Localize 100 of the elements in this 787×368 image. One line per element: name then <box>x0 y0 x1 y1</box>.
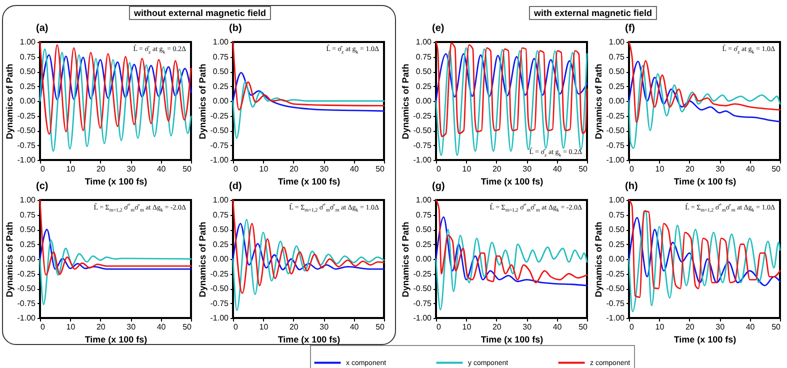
x-tick-label: 0 <box>436 164 442 174</box>
y-tick-label: 0.50 <box>608 67 626 76</box>
x-axis-title: Time (x 100 fs) <box>674 334 736 344</box>
y-tick-label: -0.25 <box>413 111 432 120</box>
x-tick-label: 10 <box>462 322 472 332</box>
y-tick-label: 0.75 <box>416 52 432 62</box>
y-tick-label: 0.00 <box>212 254 230 264</box>
line-series <box>39 199 192 276</box>
x-axis-title: Time (x 100 fs) <box>84 334 148 344</box>
y-tick-label: 1.00 <box>608 196 626 204</box>
x-tick-label: 20 <box>289 322 299 332</box>
y-tick-label: -0.25 <box>210 111 230 120</box>
x-tick-label: 10 <box>259 164 269 174</box>
x-tick-label: 40 <box>552 322 562 332</box>
y-axis-title: Dynamics of Path <box>4 64 14 140</box>
y-tick-label: -0.50 <box>210 284 230 293</box>
y-tick-label: -1.00 <box>17 314 36 322</box>
chart-title: (f) <box>625 23 635 34</box>
y-tick-label: -1.00 <box>210 314 230 322</box>
line-series <box>435 47 588 156</box>
chart-title: (a) <box>36 23 48 34</box>
line-series <box>232 218 385 312</box>
y-tick-label: -0.50 <box>413 284 432 293</box>
y-tick-label: 0.25 <box>212 82 230 91</box>
x-tick-label: 20 <box>685 322 695 332</box>
x-tick-label: 20 <box>289 164 299 174</box>
y-tick-label: 0.25 <box>212 240 230 249</box>
y-axis-title: Dynamics of Path <box>593 64 604 140</box>
x-tick-label: 10 <box>259 322 269 332</box>
line-series <box>628 41 781 123</box>
x-tick-label: 50 <box>578 322 588 332</box>
chart-title: (g) <box>432 181 445 192</box>
line-series <box>435 199 588 284</box>
x-tick-label: 0 <box>40 322 46 332</box>
x-tick-label: 30 <box>126 322 136 332</box>
line-series <box>435 53 588 102</box>
line-series <box>39 41 192 135</box>
x-tick-label: 10 <box>655 322 665 332</box>
y-tick-label: 0.25 <box>416 240 432 249</box>
y-tick-label: 1.00 <box>212 196 230 204</box>
x-tick-label: 50 <box>772 322 782 332</box>
chart-title: (c) <box>36 181 48 192</box>
y-tick-label: -0.75 <box>413 298 432 308</box>
line-series <box>39 228 192 270</box>
y-tick-label: -0.75 <box>210 298 230 308</box>
x-axis-title: Time (x 100 fs) <box>278 334 340 344</box>
x-tick-label: 50 <box>182 322 192 332</box>
y-tick-label: -0.25 <box>413 269 432 278</box>
y-tick-label: 0.50 <box>20 67 36 76</box>
chart-title: (b) <box>229 23 242 34</box>
y-tick-label: -0.75 <box>210 140 230 150</box>
line-series <box>435 228 588 310</box>
x-tick-label: 0 <box>630 322 634 332</box>
y-tick-label: 0.75 <box>20 52 36 62</box>
y-tick-label: 0.75 <box>212 210 230 220</box>
y-tick-label: 0.00 <box>20 254 36 264</box>
y-tick-label: 0.00 <box>416 96 432 106</box>
x-tick-label: 30 <box>320 164 330 174</box>
y-tick-label: 0.00 <box>608 96 626 106</box>
x-axis-title: Time (x 100 fs) <box>278 176 340 186</box>
x-tick-label: 40 <box>156 164 166 174</box>
y-tick-label: -1.00 <box>606 314 626 322</box>
text: with external magnetic field <box>528 6 658 20</box>
line-series <box>628 64 781 149</box>
y-tick-label: 0.25 <box>608 82 626 91</box>
y-tick-label: 0.75 <box>212 52 230 62</box>
y-tick-label: 0.00 <box>608 254 626 264</box>
y-tick-label: -0.25 <box>210 269 230 278</box>
x-tick-label: 10 <box>66 322 76 332</box>
y-tick-label: 1.00 <box>416 38 432 46</box>
y-tick-label: 0.00 <box>212 96 230 106</box>
y-tick-label: -0.50 <box>17 284 36 293</box>
y-axis-title: Dynamics of Path <box>4 222 14 298</box>
x-tick-label: 50 <box>772 164 782 174</box>
y-tick-label: -0.75 <box>606 140 626 150</box>
y-tick-label: 0.75 <box>416 210 432 220</box>
line-series <box>232 222 385 270</box>
line-series <box>232 199 385 294</box>
x-tick-label: 30 <box>716 164 726 174</box>
x-tick-label: 10 <box>462 164 472 174</box>
x-tick-label: 30 <box>320 322 330 332</box>
x-tick-label: 30 <box>522 164 532 174</box>
y-tick-label: -1.00 <box>210 156 230 164</box>
x-tick-label: 40 <box>746 322 756 332</box>
y-axis-title: Dynamics of Path <box>400 222 410 298</box>
chart-title: (d) <box>229 181 242 192</box>
x-tick-label: 50 <box>182 164 192 174</box>
line-series <box>435 216 588 286</box>
y-tick-label: -1.00 <box>413 156 432 164</box>
y-tick-label: -0.50 <box>17 126 36 135</box>
x-tick-label: 0 <box>40 164 46 174</box>
x-axis-title: Time (x 100 fs) <box>674 176 736 186</box>
y-tick-label: -1.00 <box>17 156 36 164</box>
y-tick-label: -0.25 <box>17 111 36 120</box>
line-series <box>232 80 385 139</box>
y-tick-label: 0.75 <box>608 210 626 220</box>
x-tick-label: 10 <box>66 164 76 174</box>
y-tick-label: -0.75 <box>413 140 432 150</box>
line-series <box>232 41 385 111</box>
line-series <box>628 199 781 298</box>
